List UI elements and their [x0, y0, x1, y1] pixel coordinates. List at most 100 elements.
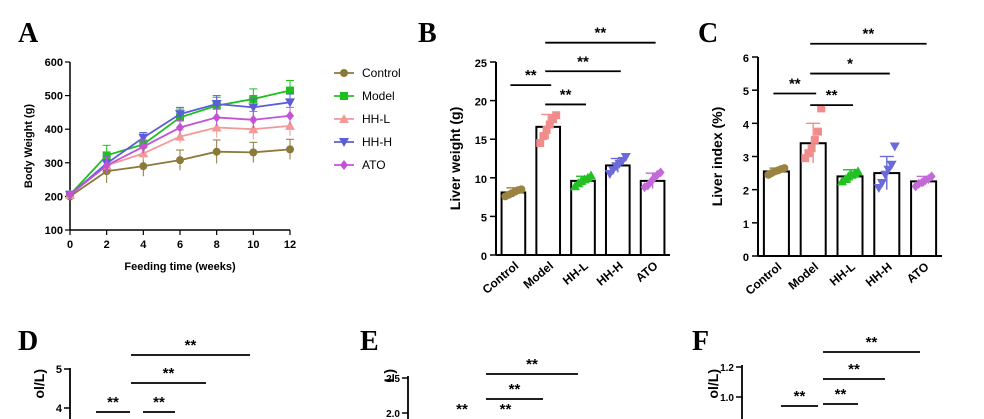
chart-a-point-ato [286, 110, 294, 121]
chart-a-legend-marker-ato [340, 160, 348, 170]
chart-b-y-tick-label: 15 [475, 135, 487, 147]
chart-c-y-tick-label: 6 [743, 53, 749, 65]
chart-b-point-control [517, 185, 526, 194]
chart-a-x-tick-label: 0 [67, 239, 73, 251]
chart-a-y-tick-label: 100 [45, 225, 63, 237]
chart-a-legend-marker-hh-l [339, 114, 349, 123]
chart-a-legend-marker-hh-h [339, 138, 349, 147]
chart-a-y-axis-title: Body Weight (g) [23, 104, 35, 188]
chart-a-legend-label-ato: ATO [362, 158, 386, 172]
chart-a-point-control [212, 147, 221, 156]
chart-d-y-axis-title: ol/L) [31, 369, 47, 399]
chart-d-y-tick-label: 4 [56, 403, 63, 415]
chart-e-y-tick-label: 2.0 [386, 409, 400, 419]
chart-e-y-axis-title: L) [381, 369, 397, 382]
chart-a-point-control [286, 145, 294, 154]
chart-b-category-label-ato: ATO [633, 259, 661, 285]
chart-b-point-ato [656, 167, 665, 178]
chart-c-sig-label-4: ** [863, 26, 875, 43]
chart-f-sig-label-3: ** [866, 334, 878, 351]
panel-letter-d: D [18, 326, 38, 357]
chart-b-bar-hh-h [604, 164, 631, 256]
chart-b-category-label-hh-l: HH-L [560, 259, 591, 288]
chart-a-point-ato [212, 112, 221, 123]
chart-a-point-hh-l [211, 122, 222, 132]
chart-c-y-tick-label: 0 [743, 252, 749, 264]
chart-a-point-hh-h [248, 103, 259, 113]
chart-c-bar-control [762, 170, 790, 257]
chart-a-x-axis-title: Feeding time (weeks) [124, 261, 236, 273]
chart-a-x-tick-label: 4 [140, 239, 147, 251]
chart-a-y-tick-label: 400 [45, 124, 63, 136]
chart-a-point-hh-l [175, 131, 185, 141]
chart-c-category-label-ato: ATO [904, 260, 932, 286]
chart-a-point-ato [139, 141, 148, 152]
chart-c-point-model [814, 127, 822, 136]
chart-b-sig-label-4: ** [595, 25, 607, 42]
chart-b-point-hh-h [620, 152, 631, 162]
chart-f-y-axis-title: ol/L) [705, 369, 721, 399]
chart-e-y-tick-label: 2.5 [386, 374, 400, 385]
chart-a-point-hh-l [285, 120, 295, 130]
chart-a-x-tick-label: 6 [177, 239, 183, 251]
chart-c-y-tick-label: 5 [743, 86, 749, 98]
chart-b-y-tick-label: 25 [475, 58, 487, 70]
chart-c-y-tick-label: 1 [743, 219, 749, 231]
chart-a-x-tick-label: 2 [104, 239, 110, 251]
chart-c-point-ato [927, 171, 936, 182]
chart-c-sig-label-3: * [847, 56, 853, 73]
chart-b-sig-label-2: ** [560, 86, 572, 103]
chart-c-category-label-control: Control [743, 260, 785, 298]
chart-a-point-hh-h [211, 100, 222, 109]
chart-e-sig-label-1: ** [509, 381, 521, 398]
chart-b-point-hh-l [586, 170, 596, 180]
chart-c-point-model [804, 149, 813, 158]
chart-b-y-tick-label: 5 [481, 212, 487, 224]
chart-a-y-tick-label: 300 [45, 158, 63, 170]
chart-c-point-control [780, 164, 789, 173]
chart-b-y-tick-label: 0 [481, 251, 487, 263]
chart-d-partial: 4 5 ol/L) ** ** ** ** [31, 337, 250, 419]
chart-c-y-tick-label: 2 [743, 186, 749, 198]
chart-c-y-tick-label: 3 [743, 153, 749, 165]
chart-d-sig-label-1: ** [107, 394, 119, 411]
panel-letter-a: A [18, 18, 39, 49]
chart-f-y-tick-label: 1.2 [720, 363, 734, 374]
chart-a-point-hh-h [138, 133, 149, 143]
chart-c-sig-label-1: ** [789, 75, 801, 92]
chart-b-sig-label-1: ** [525, 67, 537, 84]
panel-letter-e: E [360, 326, 379, 357]
chart-b-bar-hh-l [570, 179, 596, 256]
chart-c-category-label-hh-h: HH-H [863, 260, 895, 290]
chart-c-point-model [810, 135, 819, 144]
chart-a-y-tick-label: 500 [45, 91, 63, 103]
chart-b-point-model [552, 111, 561, 120]
chart-c-point-model [817, 104, 826, 113]
chart-a-x-tick-label: 12 [284, 239, 296, 251]
chart-a-legend-marker-model [340, 92, 348, 100]
chart-c-point-hh-h [889, 142, 900, 152]
chart-a-x-tick-label: 8 [214, 239, 220, 251]
chart-f-y-tick-label: 1.0 [720, 393, 734, 404]
chart-b-sig-label-3: ** [577, 53, 589, 70]
chart-a-point-hh-h [285, 98, 295, 108]
chart-b-point-model [545, 120, 554, 129]
chart-b-y-tick-label: 10 [475, 174, 487, 186]
chart-f-partial: 1.01.2ol/L) ******** [705, 334, 920, 419]
chart-a-legend-label-control: Control [362, 66, 401, 80]
chart-b-point-model [542, 125, 551, 134]
chart-c-y-tick-label: 4 [743, 119, 750, 131]
chart-c-bar-hh-l [836, 175, 864, 257]
chart-b-point-model [536, 139, 545, 148]
chart-a-legend-label-hh-l: HH-L [362, 112, 390, 126]
chart-a-point-hh-l [248, 124, 259, 134]
chart-d-sig-label-2: ** [163, 365, 175, 382]
chart-f-sig-label-4: ** [835, 386, 847, 403]
chart-b-category-label-model: Model [521, 259, 557, 292]
panel-letter-b: B [418, 18, 437, 49]
chart-b-y-axis-title: Liver weight (g) [447, 107, 463, 210]
chart-d-y-tick-label: 5 [56, 364, 62, 376]
chart-e-sig-label-2: ** [526, 356, 538, 373]
